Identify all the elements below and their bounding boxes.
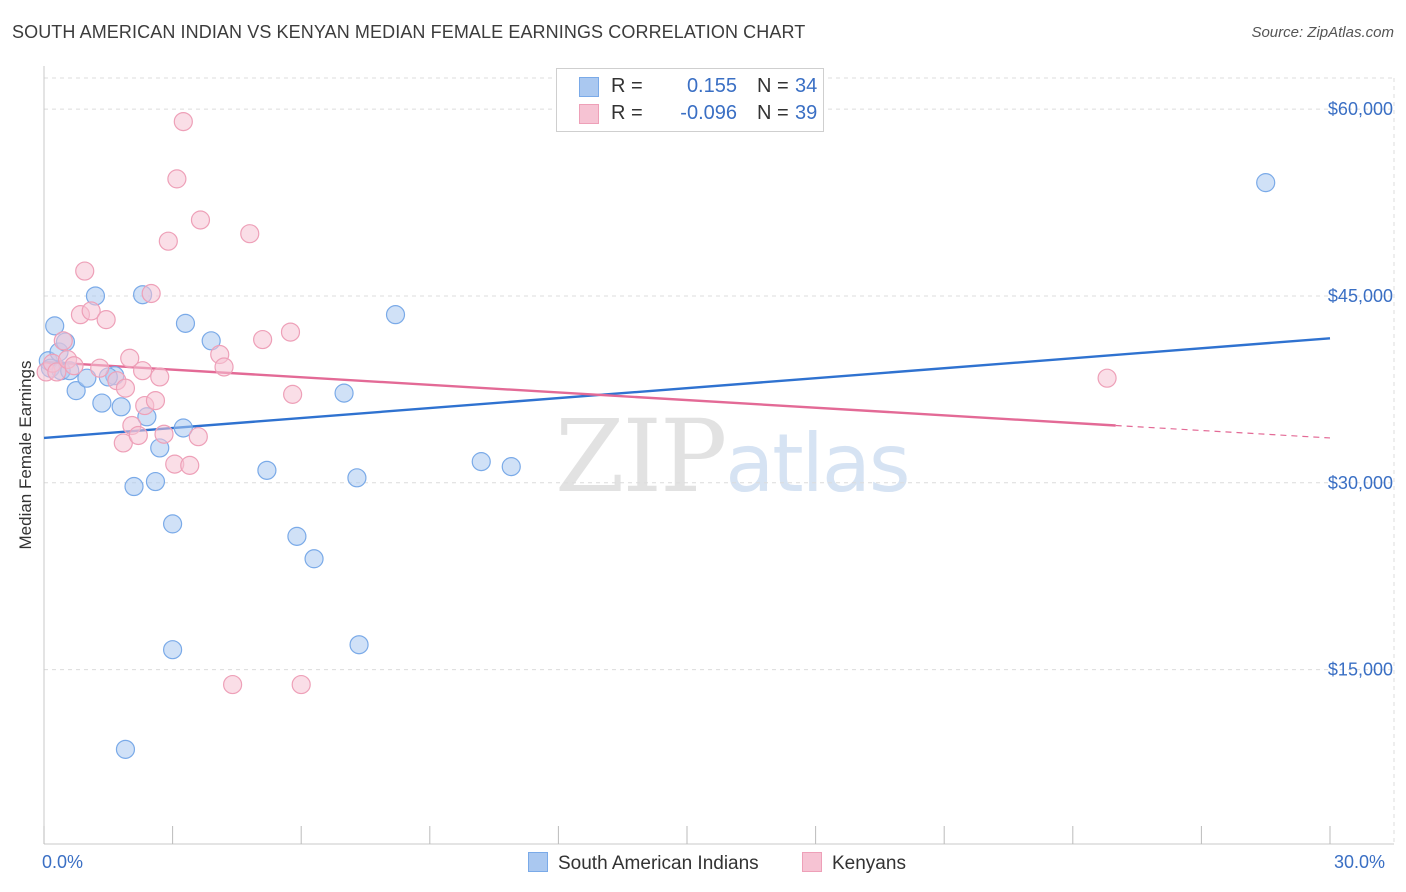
r-label: R =	[611, 75, 643, 97]
south-american-indian-point	[334, 383, 354, 403]
kenyan-point	[180, 455, 200, 475]
y-tick-label: $15,000	[1328, 660, 1393, 680]
south-american-indian-point	[1256, 173, 1276, 193]
legend-label: South American Indians	[558, 853, 759, 874]
data-points	[36, 111, 1276, 759]
r-value: 0.155	[686, 75, 737, 97]
south-american-indian-point	[163, 514, 183, 534]
south-american-indian-point	[471, 452, 491, 472]
kenyan-point	[280, 322, 301, 342]
kenyan-point	[145, 390, 166, 411]
kenyan-point	[141, 283, 161, 304]
blue-trend-line	[43, 337, 1331, 440]
kenyan-point	[64, 356, 84, 376]
kenyan-point	[173, 111, 193, 132]
south-american-indian-point	[201, 331, 221, 351]
kenyan-point	[132, 361, 153, 381]
kenyan-point	[158, 231, 178, 251]
y-tick-labels: $15,000 $30,000 $45,000 $60,000	[1328, 99, 1393, 679]
pink-trend-extension	[1115, 424, 1331, 439]
south-american-indian-point	[385, 305, 406, 325]
kenyan-point	[291, 674, 311, 695]
south-american-indian-point	[501, 457, 521, 477]
south-american-indian-point	[66, 381, 86, 401]
kenyan-point	[75, 261, 95, 281]
legend-item-kenyans: Kenyans	[802, 852, 906, 875]
south-american-indian-point	[124, 476, 144, 497]
kenyan-point	[115, 378, 136, 398]
kenyan-point	[154, 424, 174, 444]
pink-trend-line	[43, 360, 1116, 427]
x-tick-max: 30.0%	[1334, 852, 1386, 872]
south-american-indian-point	[92, 393, 112, 413]
zipatlas-watermark: ZIPatlas	[555, 398, 911, 515]
trend-lines	[43, 337, 1331, 440]
legend-item-south-american-indians: South American Indians	[528, 852, 759, 875]
kenyan-point	[283, 384, 303, 404]
kenyan-point	[53, 331, 73, 351]
kenyan-point	[47, 362, 67, 382]
x-tick-min: 0.0%	[42, 852, 84, 872]
grid-lines	[44, 77, 1395, 844]
kenyan-point	[150, 367, 170, 387]
source-label: Source: ZipAtlas.com	[1251, 24, 1394, 41]
legend-swatch-pink	[579, 104, 599, 124]
y-axis-label: Median Female Earnings	[16, 360, 35, 550]
south-american-indian-point	[145, 471, 166, 492]
kenyan-point	[188, 427, 208, 447]
y-tick-label: $45,000	[1328, 286, 1393, 306]
kenyan-point	[253, 329, 273, 350]
south-american-indian-point	[77, 368, 97, 388]
south-american-indian-point	[347, 468, 367, 488]
legend-label: Kenyans	[832, 853, 906, 874]
south-american-indian-point	[173, 418, 193, 438]
south-american-indian-point	[257, 460, 277, 480]
kenyan-point	[240, 224, 260, 244]
r-label: R =	[611, 102, 643, 124]
y-tick-label: $60,000	[1328, 99, 1393, 119]
kenyan-point	[190, 210, 211, 230]
kenyan-point	[223, 674, 243, 695]
south-american-indian-point	[111, 397, 131, 417]
kenyan-point	[81, 301, 101, 321]
n-label: N =	[757, 102, 789, 124]
kenyan-point	[96, 310, 116, 330]
south-american-indian-point	[45, 316, 65, 336]
kenyan-point	[128, 425, 148, 446]
n-label: N =	[757, 75, 789, 97]
axes	[43, 66, 1394, 845]
r-value: -0.096	[680, 102, 737, 124]
legend-swatch-blue	[528, 852, 548, 872]
south-american-indian-point	[115, 739, 136, 759]
n-value: 39	[795, 102, 818, 124]
watermark-atlas: atlas	[725, 417, 910, 510]
watermark-zip: ZIP	[555, 398, 727, 515]
kenyan-point	[90, 358, 110, 378]
south-american-indian-point	[163, 640, 183, 660]
kenyan-point	[1097, 368, 1117, 388]
kenyan-point	[214, 357, 234, 377]
legend-swatch-pink	[802, 852, 822, 872]
legend-swatch-blue	[579, 77, 599, 97]
south-american-indian-point	[304, 549, 324, 569]
kenyan-point	[167, 169, 187, 189]
south-american-indian-point	[349, 635, 369, 655]
kenyan-point	[120, 348, 140, 368]
south-american-indian-point	[287, 526, 307, 546]
chart-title: SOUTH AMERICAN INDIAN VS KENYAN MEDIAN F…	[12, 22, 806, 42]
stats-legend: R = 0.155 N = 34 R = -0.096 N = 39	[556, 68, 824, 132]
n-value: 34	[795, 75, 818, 97]
y-tick-label: $30,000	[1328, 473, 1393, 493]
south-american-indian-point	[175, 313, 196, 333]
